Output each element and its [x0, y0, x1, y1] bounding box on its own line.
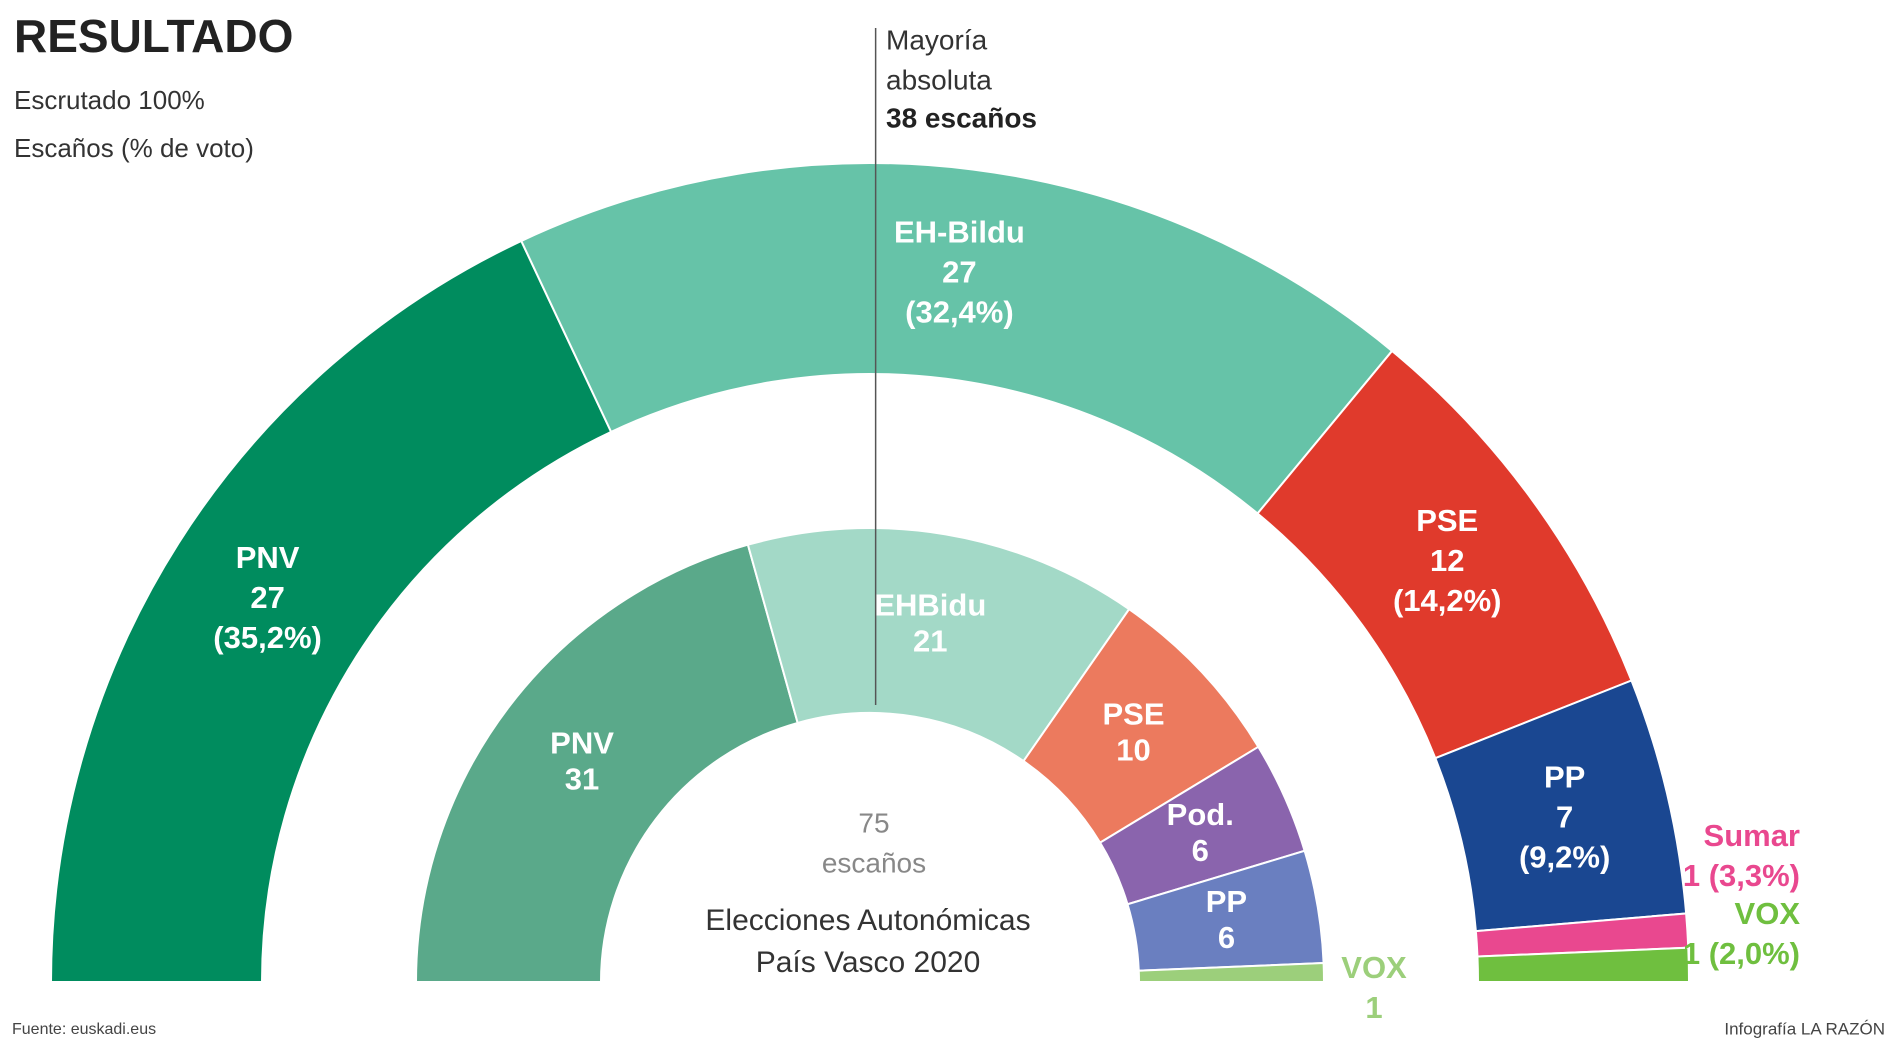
total-label: escaños: [822, 847, 926, 878]
vote-label: (3,3%): [1709, 858, 1800, 893]
seat-label: 10: [1116, 733, 1150, 768]
seat-label: 27: [942, 254, 976, 289]
chart-title: RESULTADO: [14, 10, 293, 62]
party-label: EH-Bildu: [894, 214, 1025, 249]
seat-segment: [414, 543, 799, 983]
party-label: PSE: [1103, 697, 1165, 732]
seat-label: 27: [250, 580, 284, 615]
seat-segment: [746, 527, 1131, 763]
seat-label: 1 (2,0%): [1683, 936, 1800, 971]
seat-label: 21: [913, 624, 947, 659]
total: 75: [858, 807, 889, 838]
party-label: PNV: [236, 540, 300, 575]
party-label: VOX: [1341, 950, 1407, 985]
party-label: Sumar: [1704, 818, 1800, 853]
majority-label: absoluta: [886, 64, 992, 95]
party-label: PNV: [550, 726, 614, 761]
seat-value: 1: [1683, 858, 1700, 893]
party-label: PSE: [1416, 503, 1478, 538]
subtitle: Escrutado 100%: [14, 85, 205, 115]
seat-label: 6: [1192, 833, 1209, 868]
seat-label: 12: [1430, 543, 1464, 578]
caption: Elecciones Autonómicas: [705, 904, 1030, 937]
party-label: PP: [1544, 759, 1585, 794]
subtitle: Escaños (% de voto): [14, 133, 254, 163]
seat-segment: [1476, 946, 1691, 983]
majority-value: 38 escaños: [886, 102, 1037, 133]
seat-segment: [49, 239, 613, 983]
seat-value: 1: [1365, 990, 1382, 1025]
party-label: PP: [1206, 884, 1247, 919]
seat-label: 6: [1218, 920, 1235, 955]
seat-label: 7: [1556, 799, 1573, 834]
party-label: VOX: [1735, 896, 1801, 931]
party-label: Pod.: [1167, 797, 1234, 832]
seat-segment: [1137, 961, 1326, 983]
seat-label: 1: [1365, 990, 1382, 1025]
vote-label: (32,4%): [905, 294, 1014, 329]
party-label: EHBidu: [874, 588, 986, 623]
seat-label: 31: [565, 762, 599, 797]
caption: País Vasco 2020: [756, 946, 981, 979]
credit: Infografía LA RAZÓN: [1724, 1019, 1885, 1038]
seat-label: 1 (3,3%): [1683, 858, 1800, 893]
vote-label: (9,2%): [1519, 839, 1610, 874]
source: Fuente: euskadi.eus: [12, 1021, 156, 1038]
seat-value: 1: [1683, 936, 1700, 971]
majority-label: Mayoría: [886, 24, 988, 55]
vote-label: (2,0%): [1709, 936, 1800, 971]
vote-label: (14,2%): [1393, 583, 1502, 618]
vote-label: (35,2%): [213, 620, 322, 655]
seat-segment: [519, 162, 1394, 515]
